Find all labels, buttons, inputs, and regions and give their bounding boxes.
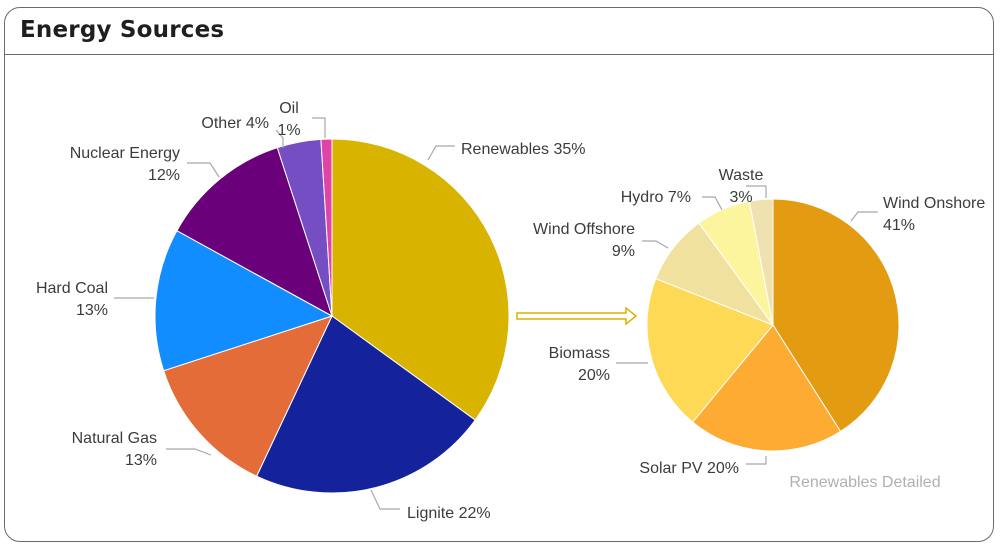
data-label-biomass: Biomass 20%	[549, 345, 610, 384]
main-pie: Renewables 35% Lignite 22% Natural Gas 13% H…	[36, 100, 586, 522]
leader-line-waste	[746, 185, 767, 198]
leader-line-solar-pv	[746, 456, 767, 465]
slice-renewables[interactable]	[331, 138, 510, 421]
data-label-renewables: Renewables 35%	[461, 141, 586, 158]
data-label-hard-coal: Hard Coal 13%	[36, 280, 108, 319]
data-label-waste: Waste 3%	[719, 167, 764, 206]
leader-line-renewables	[427, 145, 455, 161]
data-label-wind-offshore: Wind Offshore 9%	[533, 221, 635, 260]
data-label-lignite: Lignite 22%	[407, 505, 491, 522]
data-label-oil: Oil 1%	[277, 100, 300, 139]
leader-line-oil	[312, 117, 326, 138]
leader-line-wind-offshore	[642, 240, 669, 249]
leader-line-nuclear-energy	[187, 162, 220, 178]
data-label-wind-onshore: Wind Onshore 41%	[883, 195, 985, 234]
data-label-solar-pv: Solar PV 20%	[639, 460, 739, 477]
leader-line-wind-onshore	[850, 211, 878, 222]
data-label-natural-gas: Natural Gas 13%	[72, 430, 157, 469]
leader-line-other	[275, 129, 284, 148]
slice-solar-pv[interactable]	[691, 324, 842, 452]
data-label-hydro: Hydro 7%	[621, 189, 691, 206]
connector-arrow-icon	[516, 306, 638, 326]
slice-hard-coal[interactable]	[154, 230, 334, 372]
data-label-nuclear-energy: Nuclear Energy 12%	[70, 145, 180, 184]
data-label-other: Other 4%	[201, 115, 269, 132]
slice-wind-onshore[interactable]	[772, 198, 900, 433]
slice-biomass[interactable]	[646, 277, 774, 423]
slice-waste[interactable]	[748, 198, 774, 326]
card-title: Energy Sources	[20, 17, 225, 43]
leader-line-natural-gas	[166, 448, 212, 456]
slice-natural-gas[interactable]	[163, 315, 333, 477]
card-header: Energy Sources	[5, 8, 993, 55]
leader-line-hydro	[702, 196, 723, 211]
slice-oil[interactable]	[320, 138, 333, 317]
renewables-detail-pie: Wind Onshore 41% Solar PV 20% Biomass 20% Win…	[533, 167, 985, 477]
slice-nuclear-energy[interactable]	[176, 147, 333, 318]
detail-chart-title: Renewables Detailed	[789, 474, 940, 491]
leader-line-lignite	[370, 489, 400, 510]
